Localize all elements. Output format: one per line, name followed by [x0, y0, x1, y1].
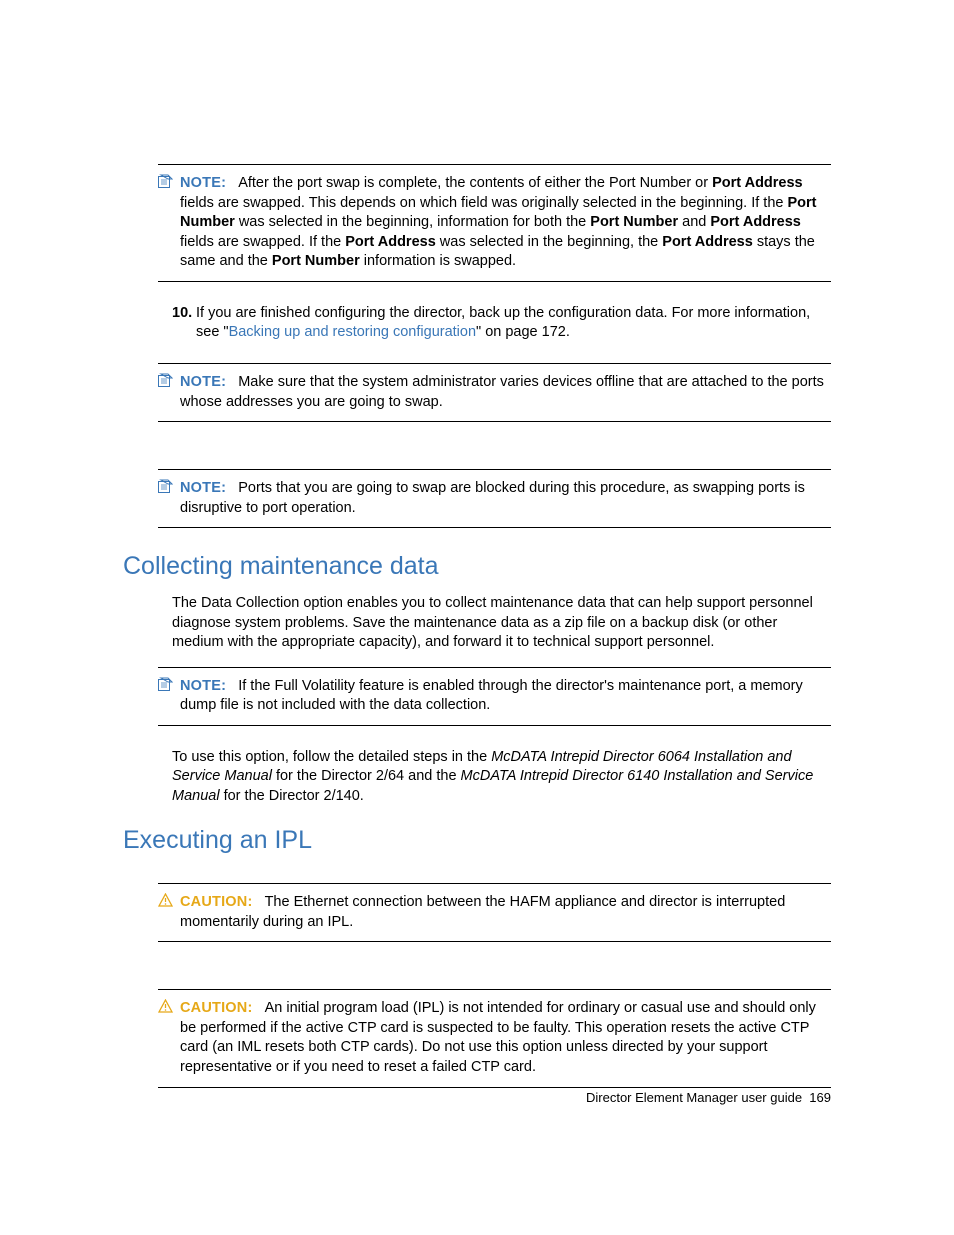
note-text: NOTE: If the Full Volatility feature is …: [180, 677, 831, 716]
divider: [158, 989, 831, 990]
note-block-full-volatility: NOTE: If the Full Volatility feature is …: [158, 667, 831, 726]
page-footer: Director Element Manager user guide 169: [586, 1089, 831, 1107]
paragraph: The Data Collection option enables you t…: [172, 594, 831, 653]
page-number: 169: [809, 1090, 831, 1105]
heading-executing-an-ipl: Executing an IPL: [123, 824, 831, 858]
caution-icon: [158, 999, 176, 1013]
divider: [158, 421, 831, 422]
note-block-port-swap: NOTE: After the port swap is complete, t…: [158, 164, 831, 282]
divider: [158, 883, 831, 884]
note-row: NOTE: After the port swap is complete, t…: [158, 174, 831, 272]
note-block-ports-blocked: NOTE: Ports that you are going to swap a…: [158, 469, 831, 528]
caution-label: CAUTION:: [180, 1000, 252, 1016]
divider: [158, 667, 831, 668]
caution-block-ethernet-interrupt: CAUTION: The Ethernet connection between…: [158, 883, 831, 942]
note-label: NOTE:: [180, 678, 226, 694]
heading-collecting-maintenance-data: Collecting maintenance data: [123, 550, 831, 584]
note-text: NOTE: Make sure that the system administ…: [180, 373, 831, 412]
content-column: NOTE: After the port swap is complete, t…: [158, 164, 831, 1088]
xref-link[interactable]: Backing up and restoring configuration: [229, 324, 476, 340]
note-row: NOTE: If the Full Volatility feature is …: [158, 677, 831, 716]
paragraph: To use this option, follow the detailed …: [172, 748, 831, 807]
note-icon: [158, 174, 176, 188]
footer-title: Director Element Manager user guide: [586, 1090, 802, 1105]
note-icon: [158, 479, 176, 493]
divider: [158, 725, 831, 726]
note-label: NOTE:: [180, 374, 226, 390]
divider: [158, 164, 831, 165]
step-body: If you are finished configuring the dire…: [196, 304, 831, 343]
note-icon: [158, 677, 176, 691]
divider: [158, 363, 831, 364]
note-label: NOTE:: [180, 480, 226, 496]
note-label: NOTE:: [180, 175, 226, 191]
divider: [158, 1087, 831, 1088]
caution-row: CAUTION: An initial program load (IPL) i…: [158, 999, 831, 1077]
caution-icon: [158, 893, 176, 907]
divider: [158, 941, 831, 942]
caution-row: CAUTION: The Ethernet connection between…: [158, 893, 831, 932]
caution-text: CAUTION: The Ethernet connection between…: [180, 893, 831, 932]
step-number: 10.: [172, 304, 196, 343]
note-icon: [158, 373, 176, 387]
caution-block-ipl-usage: CAUTION: An initial program load (IPL) i…: [158, 989, 831, 1087]
caution-label: CAUTION:: [180, 894, 252, 910]
divider: [158, 281, 831, 282]
note-text: NOTE: Ports that you are going to swap a…: [180, 479, 831, 518]
divider: [158, 527, 831, 528]
note-row: NOTE: Make sure that the system administ…: [158, 373, 831, 412]
note-block-admin-offline: NOTE: Make sure that the system administ…: [158, 363, 831, 422]
document-page: NOTE: After the port swap is complete, t…: [0, 0, 954, 1235]
step-10: 10. If you are finished configuring the …: [172, 304, 831, 343]
note-row: NOTE: Ports that you are going to swap a…: [158, 479, 831, 518]
caution-text: CAUTION: An initial program load (IPL) i…: [180, 999, 831, 1077]
divider: [158, 469, 831, 470]
note-text: NOTE: After the port swap is complete, t…: [180, 174, 831, 272]
